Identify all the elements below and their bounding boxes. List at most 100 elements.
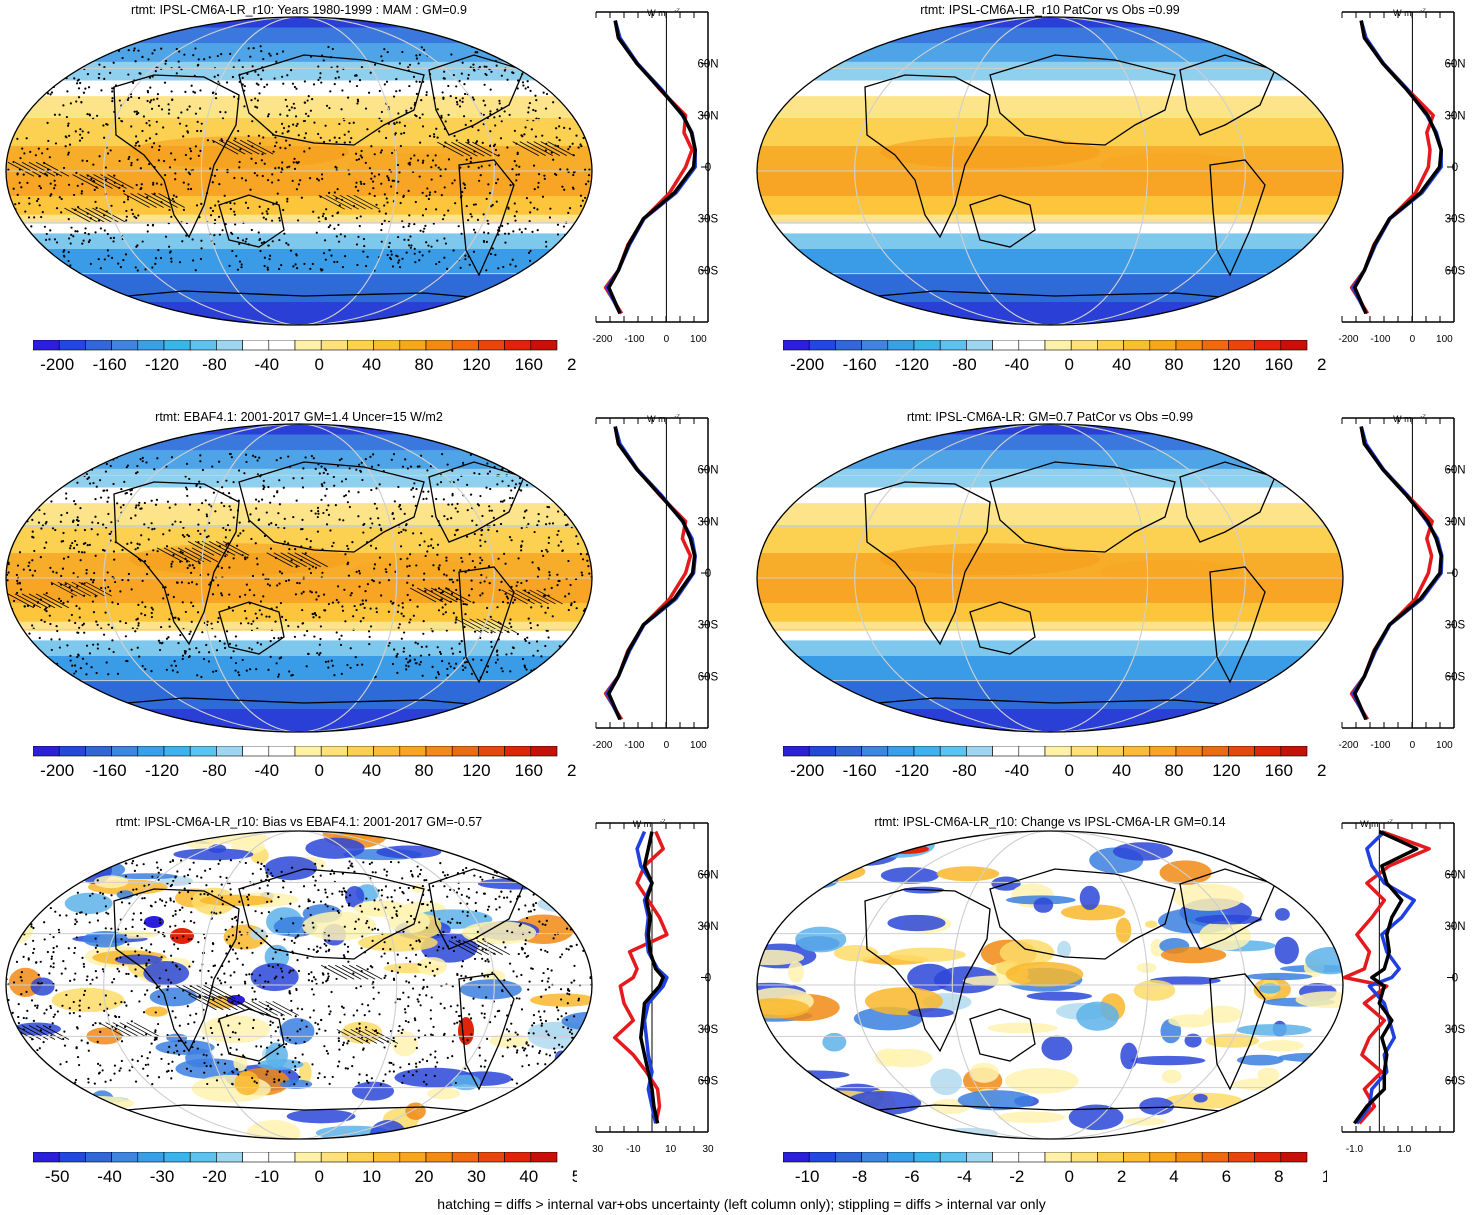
stipple-dot — [401, 50, 404, 54]
stipple-dot — [540, 670, 543, 674]
stipple-dot — [235, 254, 238, 258]
stipple-dot — [414, 1019, 417, 1022]
stipple-dot — [301, 527, 304, 531]
stipple-dot — [297, 625, 300, 628]
stipple-dot — [453, 179, 456, 182]
stipple-dot — [16, 1065, 19, 1069]
stipple-dot — [238, 260, 242, 263]
stipple-dot — [325, 523, 329, 526]
stipple-dot — [145, 962, 148, 966]
stipple-dot — [233, 95, 236, 98]
stipple-dot — [60, 972, 63, 975]
stipple-dot — [418, 544, 421, 547]
stipple-dot — [536, 575, 540, 578]
stipple-dot — [175, 1044, 178, 1047]
stipple-dot — [479, 494, 482, 498]
stipple-dot — [458, 642, 461, 645]
stipple-dot — [425, 1083, 428, 1086]
hatch-line — [318, 194, 345, 210]
panel-title: rtmt: IPSL-CM6A-LR_r10: Bias vs EBAF4.1:… — [115, 815, 483, 829]
stipple-dot — [485, 197, 488, 200]
stipple-dot — [340, 457, 343, 460]
stipple-dot — [33, 456, 36, 459]
stipple-dot — [323, 481, 326, 484]
stipple-dot — [94, 200, 97, 203]
stipple-dot — [92, 643, 95, 646]
stipple-dot — [119, 266, 122, 269]
stipple-dot — [581, 510, 584, 513]
stipple-dot — [10, 905, 13, 908]
stipple-dot — [50, 876, 53, 879]
anomaly-patch — [538, 1069, 592, 1091]
stipple-dot — [196, 875, 199, 878]
stipple-dot — [258, 518, 261, 521]
stipple-dot — [512, 71, 515, 75]
stipple-dot — [239, 148, 242, 151]
stipple-dot — [156, 550, 159, 553]
stipple-dot — [402, 195, 405, 199]
profile-units-exponent: -2 — [674, 8, 680, 14]
stipple-dot — [26, 1009, 29, 1012]
stipple-dot — [441, 659, 444, 663]
stipple-dot — [312, 926, 315, 929]
stipple-dot — [13, 489, 16, 492]
hatch-line — [170, 547, 198, 563]
stipple-dot — [577, 870, 580, 873]
stipple-dot — [281, 976, 284, 979]
stipple-dot — [295, 267, 299, 270]
stipple-dot — [473, 566, 477, 569]
stipple-dot — [433, 135, 436, 138]
stipple-dot — [490, 70, 493, 73]
stipple-dot — [275, 130, 278, 133]
zonal-mean-profile: W m -2-200 -100 0 100 — [1338, 414, 1455, 751]
stipple-dot — [278, 503, 282, 506]
hatch-line — [266, 552, 293, 568]
stipple-dot — [432, 1025, 435, 1029]
stipple-dot — [362, 523, 365, 527]
stipple-dot — [69, 881, 72, 884]
stipple-dot — [287, 125, 290, 128]
stipple-dot — [556, 573, 559, 576]
colorbar-swatch — [1280, 746, 1308, 757]
stipple-dot — [98, 479, 102, 482]
stipple-dot — [439, 652, 442, 655]
stipple-dot — [82, 993, 86, 996]
stipple-dot — [215, 1079, 219, 1082]
stipple-dot — [62, 960, 65, 963]
stipple-dot — [378, 581, 381, 584]
stipple-dot — [211, 593, 215, 596]
stipple-dot — [487, 528, 490, 531]
coastline — [458, 566, 515, 684]
stipple-dot — [224, 536, 227, 539]
stipple-dot — [268, 615, 271, 618]
stipple-dot — [174, 875, 177, 878]
stipple-dot — [6, 651, 7, 654]
stipple-dot — [289, 69, 293, 72]
stipple-dot — [147, 538, 150, 541]
stipple-dot — [542, 554, 545, 557]
stipple-dot — [563, 263, 566, 266]
colorbar-swatch — [913, 746, 941, 757]
stipple-dot — [202, 1037, 205, 1040]
band — [757, 214, 1343, 225]
stipple-dot — [52, 962, 55, 965]
stipple-dot — [357, 463, 361, 466]
colorbar-label: -160 — [93, 355, 127, 374]
stipple-dot — [407, 189, 410, 192]
stipple-dot — [478, 179, 481, 182]
stipple-dot — [336, 1065, 340, 1068]
colorbar-swatch — [85, 746, 112, 757]
stipple-dot — [558, 1043, 561, 1046]
stipple-dot — [482, 231, 486, 234]
stipple-dot — [225, 543, 228, 546]
stipple-dot — [399, 508, 402, 511]
stipple-dot — [376, 928, 380, 931]
stipple-dot — [247, 206, 250, 210]
stipple-dot — [246, 946, 249, 949]
stipple-dot — [65, 497, 68, 500]
stipple-dot — [11, 244, 14, 247]
stipple-dot — [75, 604, 78, 608]
stipple-dot — [459, 266, 462, 270]
stipple-dot — [431, 630, 434, 633]
stipple-dot — [269, 640, 272, 643]
